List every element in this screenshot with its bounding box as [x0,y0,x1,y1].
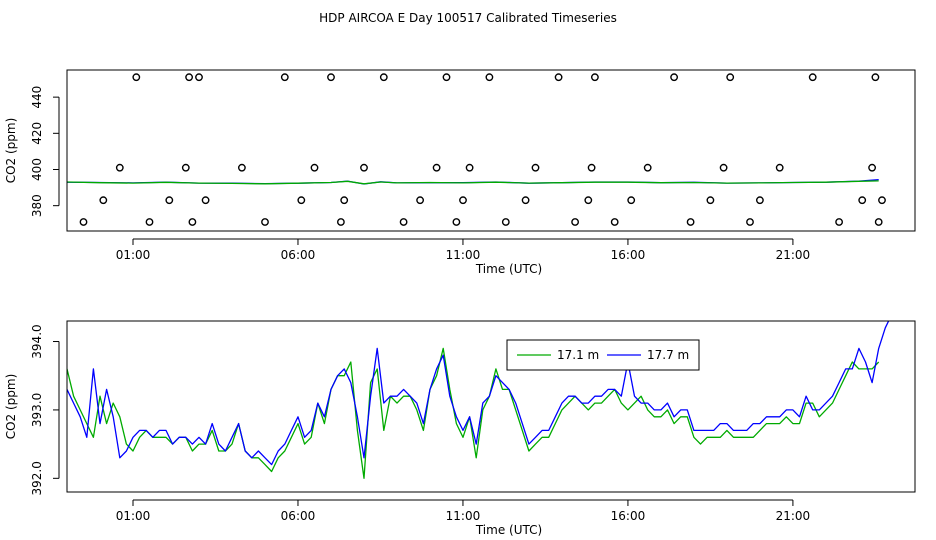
data-point [432,163,441,172]
legend-label: 17.1 m [557,348,599,362]
data-point [459,196,467,205]
data-point [261,218,269,226]
data-point [195,73,203,82]
data-point [719,163,728,172]
data-point [185,73,194,82]
data-point [115,163,124,172]
data-point [336,218,345,226]
y-tick-label: 400 [30,158,44,181]
chart-panel-top: 01:00 06:00 11:00 16:00 21:00 Time (UTC) 380 40… [4,69,916,276]
data-point [746,218,754,226]
data-point [201,196,210,205]
x-axis-label: Time (UTC) [475,523,542,537]
data-point [554,73,563,82]
y-axis-label: CO2 (ppm) [4,118,18,184]
data-point [297,196,306,205]
x-tick-label: 21:00 [776,248,811,262]
x-tick-label: 16:00 [611,248,646,262]
data-point [871,73,880,82]
data-point [670,73,678,82]
y-tick-label: 420 [30,122,44,145]
series-line-17-7-m [67,321,890,466]
data-point [132,73,141,82]
x-tick-label: 01:00 [116,509,151,523]
data-point [327,73,335,82]
plot-frame [66,69,916,232]
y-tick-label: 392.0 [30,461,44,495]
plot-frame [66,320,916,493]
x-tick-label: 11:00 [446,248,481,262]
data-point [584,196,593,205]
data-point [643,163,652,172]
data-point [145,218,154,226]
data-point [587,163,596,172]
data-point [756,196,764,205]
data-point [775,163,784,172]
data-point [442,73,451,82]
data-point [399,218,408,226]
data-point [571,218,579,226]
page-title: HDP AIRCOA E Day 100517 Calibrated Times… [319,11,617,25]
data-point [237,163,246,172]
data-point [360,163,368,172]
data-point [878,196,886,205]
x-axis-label: Time (UTC) [475,262,542,276]
plot-area [67,321,890,479]
plot-area [67,73,886,226]
x-tick-label: 16:00 [611,509,646,523]
chart-legend: 17.1 m 17.7 m [506,339,700,371]
data-point [591,73,599,82]
data-point [610,218,619,226]
data-point [858,196,867,205]
series-line-1 [67,180,879,185]
data-point [501,218,510,226]
x-tick-label: 06:00 [281,509,316,523]
data-point [627,196,636,205]
data-point [868,163,876,172]
data-point [340,196,349,205]
x-tick-label: 06:00 [281,248,316,262]
data-point [835,218,843,226]
data-point [165,196,174,205]
data-point [99,196,108,205]
data-point [874,218,883,226]
legend-label: 17.7 m [647,348,689,362]
data-point [485,73,494,82]
x-tick-label: 01:00 [116,248,151,262]
chart-panel-bottom: 01:00 06:00 11:00 16:00 21:00 Time (UTC) 392.0… [4,320,916,537]
y-tick-label: 440 [30,86,44,109]
y-tick-label: 380 [30,194,44,217]
data-point [686,218,695,226]
y-tick-label: 393.0 [30,393,44,427]
data-point [188,218,197,226]
series-line-17-1-m [67,347,880,479]
y-tick-label: 394.0 [30,324,44,358]
data-point [808,73,817,82]
data-point [531,163,540,172]
data-point [521,196,530,205]
data-point [310,163,319,172]
data-point [452,218,461,226]
x-tick-label: 21:00 [776,509,811,523]
data-point [726,73,735,82]
data-point [79,218,88,226]
data-point [416,196,424,205]
data-point [706,196,715,205]
data-point [379,73,388,82]
x-tick-label: 11:00 [446,509,481,523]
data-point [181,163,190,172]
data-point [465,163,474,172]
y-axis-label: CO2 (ppm) [4,374,18,440]
data-point [280,73,289,82]
